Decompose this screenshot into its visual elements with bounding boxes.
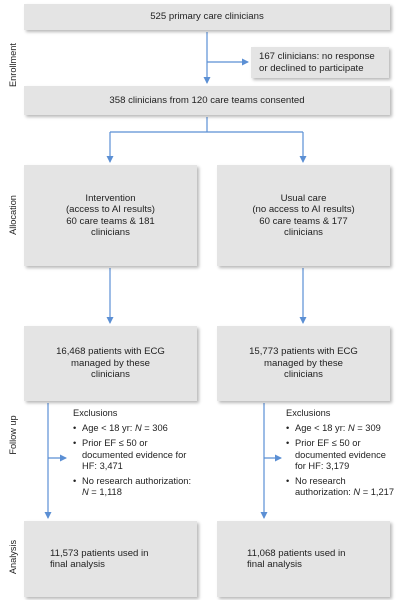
exclusion-authorization: No research authorization: N = 1,118 <box>73 476 197 498</box>
box-consented-clinicians: 358 clinicians from 120 care teams conse… <box>24 86 390 115</box>
box-intervention: Intervention (access to AI results) 60 c… <box>24 165 197 266</box>
box-patients-intervention: 16,468 patients with ECG managed by thes… <box>24 326 197 401</box>
exclusion-age: Age < 18 yr: N = 309 <box>286 423 396 434</box>
exclusions-title: Exclusions <box>73 408 118 418</box>
box-patients-usual-care: 15,773 patients with ECG managed by thes… <box>217 326 390 401</box>
stage-label-follow-up: Follow up <box>8 415 18 455</box>
exclusion-ef: Prior EF ≤ 50 or documented evidence for… <box>73 438 197 472</box>
box-declined-clinicians: 167 clinicians: no response or declined … <box>251 47 389 78</box>
stage-label-analysis: Analysis <box>8 539 18 575</box>
exclusion-ef: Prior EF ≤ 50 or documented evidence for… <box>286 438 396 472</box>
stage-label-enrollment: Enrollment <box>8 43 18 87</box>
exclusions-usual-care: Exclusions Age < 18 yr: N = 309 Prior EF… <box>286 408 396 502</box>
box-final-usual-care: 11,068 patients used in final analysis <box>217 521 390 597</box>
box-usual-care: Usual care (no access to AI results) 60 … <box>217 165 390 266</box>
stage-label-allocation: Allocation <box>8 195 18 235</box>
exclusion-authorization: No research authorization: N = 1,217 <box>286 476 396 498</box>
box-primary-care-clinicians: 525 primary care clinicians <box>24 4 390 30</box>
box-final-intervention: 11,573 patients used in final analysis <box>24 521 197 597</box>
exclusions-title: Exclusions <box>286 408 331 418</box>
exclusion-age: Age < 18 yr: N = 306 <box>73 423 197 434</box>
exclusions-intervention: Exclusions Age < 18 yr: N = 306 Prior EF… <box>73 408 197 502</box>
